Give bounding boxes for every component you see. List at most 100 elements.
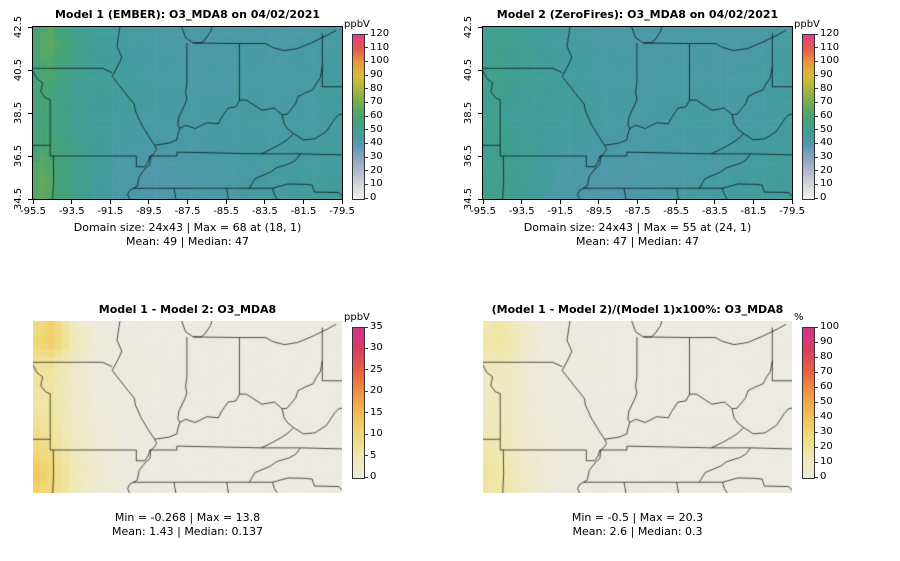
colorbar-tick-mark [365,347,368,349]
colorbar-tick-label: 0 [370,471,377,482]
colorbar-tick-label: 15 [370,406,383,418]
x-axis-tick-label: -81.5 [290,206,317,217]
x-axis-tick-label: -89.5 [135,206,162,217]
y-axis-tick-mark [478,26,482,28]
colorbar-tick-mark [815,142,818,144]
x-axis-tick-label: -79.5 [329,206,355,217]
colorbar-tick-mark [365,88,368,90]
colorbar-unit-label: ppbV [794,19,820,30]
x-axis-tick-label: -87.5 [624,206,651,217]
caption-line2: Mean: 1.43 | Median: 0.137 [111,525,264,538]
colorbar-tick-mark [365,197,368,199]
x-axis-tick-label: -93.5 [58,206,85,217]
colorbar-tick-mark [815,101,818,103]
heatmap-canvas [483,321,792,493]
y-axis-tick-label: 40.5 [13,58,24,82]
y-axis-tick-mark [478,198,482,200]
colorbar-tick-mark [365,156,368,158]
colorbar-tick-label: 40 [820,411,833,422]
y-axis-tick-mark [478,155,482,157]
x-axis-tick-label: -85.5 [213,206,240,217]
y-axis-tick-mark [28,155,32,157]
panel-title: Model 2 (ZeroFires): O3_MDA8 on 04/02/20… [496,8,779,21]
colorbar-tick-mark [815,74,818,76]
heatmap-canvas [33,27,342,199]
y-axis-tick-mark [28,26,32,28]
x-axis-tick-mark [225,200,227,204]
colorbar-tick-label: 25 [370,363,383,375]
colorbar-tick-mark [815,170,818,172]
y-axis-tick-label: 38.5 [13,101,24,125]
colorbar-tick-label: 0 [820,192,827,203]
y-axis-tick-label: 36.5 [463,144,474,168]
panel-model1: Model 1 (EMBER): O3_MDA8 on 04/02/2021 -… [0,0,450,280]
x-axis-tick-mark [752,200,754,204]
y-axis-tick-label: 34.5 [463,187,474,211]
colorbar-tick-label: 50 [820,396,833,407]
y-axis-tick-mark [478,69,482,71]
panel-percent-difference: (Model 1 - Model 2)/(Model 1)x100%: O3_M… [450,281,900,561]
colorbar-tick-label: 10 [370,428,383,440]
colorbar-tick-label: 20 [820,164,833,176]
colorbar-tick-mark [365,115,368,117]
panel-model2: Model 2 (ZeroFires): O3_MDA8 on 04/02/20… [450,0,900,280]
x-axis-tick-mark [675,200,677,204]
x-axis-tick-label: -87.5 [174,206,201,217]
map-plot [482,26,793,200]
x-axis-tick-mark [598,200,600,204]
colorbar-tick-label: 30 [370,342,383,354]
colorbar-tick-mark [815,47,818,49]
colorbar-tick-label: 120 [820,28,840,39]
colorbar-tick-mark [365,142,368,144]
x-axis-tick-mark [264,200,266,204]
colorbar-tick-label: 20 [370,385,383,397]
colorbar-tick-mark [815,115,818,117]
colorbar [352,34,365,200]
colorbar-tick-label: 0 [820,471,827,482]
x-axis-tick-mark [148,200,150,204]
x-axis-tick-mark [71,200,73,204]
caption-line2: Mean: 2.6 | Median: 0.3 [572,525,703,538]
colorbar-tick-label: 60 [820,381,833,392]
colorbar-tick-label: 60 [820,110,833,121]
colorbar-tick-mark [815,60,818,62]
colorbar-tick-mark [815,197,818,199]
colorbar-tick-mark [365,326,368,328]
x-axis-tick-mark [109,200,111,204]
colorbar-tick-label: 70 [820,96,833,108]
caption-line1: Domain size: 24x43 | Max = 55 at (24, 1) [523,221,752,234]
x-axis-tick-label: -91.5 [97,206,124,217]
colorbar-tick-label: 120 [370,28,390,39]
y-axis-tick-label: 40.5 [463,58,474,82]
y-axis-tick-label: 34.5 [13,187,24,211]
x-axis-tick-label: -83.5 [251,206,278,217]
y-axis-tick-label: 36.5 [13,144,24,168]
x-axis-tick-label: -85.5 [663,206,690,217]
colorbar-tick-mark [815,371,818,373]
colorbar-tick-mark [815,341,818,343]
colorbar-unit-label: ppbV [344,19,370,30]
colorbar-tick-mark [365,412,368,414]
colorbar-tick-mark [365,476,368,478]
colorbar-tick-label: 20 [370,164,383,176]
colorbar-tick-label: 30 [820,151,833,162]
caption-line1: Min = -0.268 | Max = 13.8 [114,511,261,524]
colorbar-tick-label: 90 [370,69,383,80]
colorbar-tick-mark [365,74,368,76]
colorbar-tick-label: 50 [820,123,833,135]
map-plot [33,321,342,493]
colorbar-tick-mark [815,33,818,35]
colorbar-tick-label: 35 [370,321,383,332]
panel-title: Model 1 (EMBER): O3_MDA8 on 04/02/2021 [54,8,321,21]
colorbar-tick-mark [815,156,818,158]
x-axis-tick-label: -95.5 [20,206,46,217]
colorbar-tick-label: 80 [820,351,833,362]
colorbar-tick-label: 100 [370,55,390,67]
x-axis-tick-label: -89.5 [585,206,612,217]
colorbar-tick-label: 30 [820,426,833,437]
y-axis-tick-mark [28,112,32,114]
colorbar-tick-mark [365,390,368,392]
colorbar-tick-mark [815,476,818,478]
colorbar-tick-mark [365,183,368,185]
